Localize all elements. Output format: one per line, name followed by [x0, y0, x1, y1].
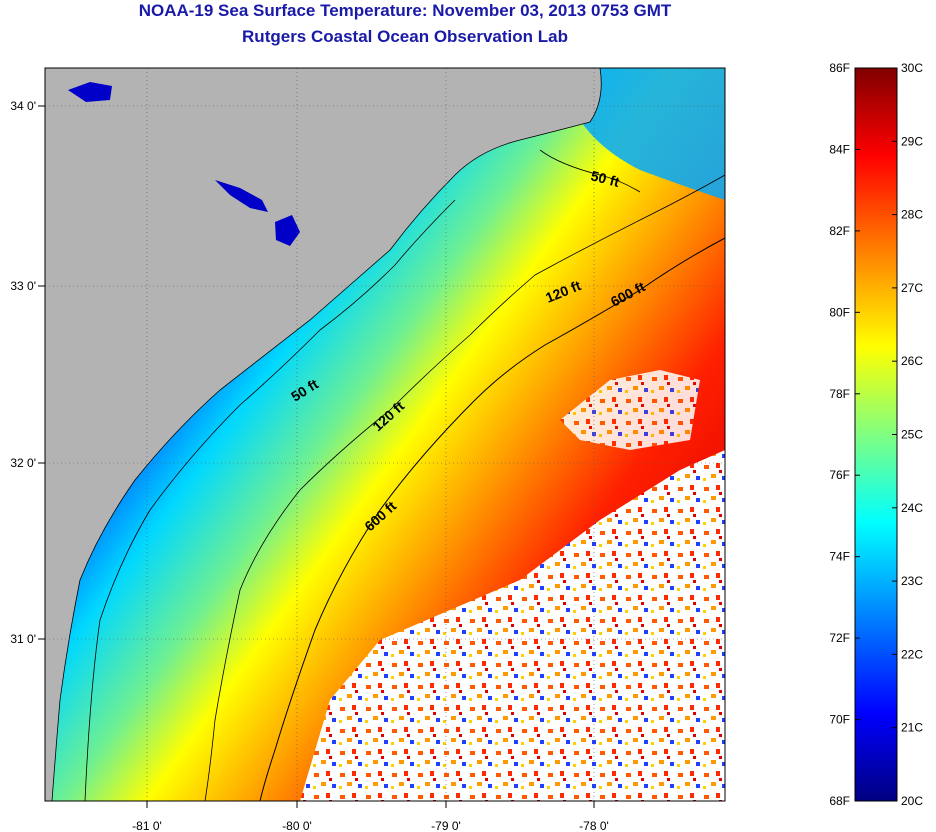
colorbar-label-fahrenheit: 70F — [829, 713, 850, 727]
isobath-label-50ft-north: 50 ft — [589, 167, 621, 190]
colorbar-label-celsius: 28C — [901, 208, 923, 222]
map-subtitle: Rutgers Coastal Ocean Observation Lab — [242, 27, 568, 46]
isobath-120ft — [204, 174, 725, 801]
lat-tick-label: 31 0' — [10, 632, 36, 646]
lat-tick-label: 33 0' — [10, 279, 36, 293]
map-title: NOAA-19 Sea Surface Temperature: Novembe… — [138, 1, 672, 20]
colorbar-label-celsius: 29C — [901, 134, 923, 148]
colorbar: 86F 84F 82F 80F 78F 76F 74F 72F 70F 68F 30C 29C 28C 2… — [829, 61, 923, 808]
lon-tick-label: -80 0' — [282, 819, 312, 832]
map-frame — [44, 67, 726, 802]
land-mass — [45, 68, 602, 801]
graticule — [45, 68, 725, 801]
colorbar-label-celsius: 30C — [901, 61, 923, 75]
colorbar-label-fahrenheit: 74F — [829, 550, 850, 564]
lon-tick-label: -81 0' — [132, 819, 162, 832]
colorbar-label-celsius: 25C — [901, 428, 923, 442]
colorbar-label-celsius: 21C — [901, 721, 923, 735]
colorbar-labels: 86F 84F 82F 80F 78F 76F 74F 72F 70F 68F 30C 29C 28C 2… — [829, 61, 923, 808]
colorbar-label-celsius: 26C — [901, 354, 923, 368]
cloud-mask-south — [300, 450, 725, 801]
colorbar-label-celsius: 20C — [901, 794, 923, 808]
lat-tick-label: 32 0' — [10, 456, 36, 470]
colorbar-label-fahrenheit: 84F — [829, 142, 850, 156]
lon-tick-label: -79 0' — [431, 819, 461, 832]
isobath-600ft — [259, 237, 725, 801]
colorbar-label-celsius: 23C — [901, 574, 923, 588]
inland-water — [215, 180, 268, 212]
colorbar-label-fahrenheit: 80F — [829, 305, 850, 319]
cool-water-northeast — [560, 68, 725, 200]
colorbar-ramp — [854, 67, 898, 802]
colorbar-label-celsius: 22C — [901, 647, 923, 661]
colorbar-label-fahrenheit: 86F — [829, 61, 850, 75]
colorbar-ticks — [855, 67, 897, 802]
coastline — [51, 68, 602, 801]
colorbar-label-fahrenheit: 68F — [829, 794, 850, 808]
colorbar-label-celsius: 24C — [901, 501, 923, 515]
lat-tick-label: 34 0' — [10, 99, 36, 113]
colorbar-label-fahrenheit: 76F — [829, 468, 850, 482]
inland-water — [68, 82, 112, 102]
isobath-50ft — [84, 149, 641, 801]
lon-tick-label: -78 0' — [579, 819, 609, 832]
inland-water — [275, 215, 300, 246]
cloud-mask-east — [560, 370, 700, 450]
axis-ticks — [38, 105, 595, 808]
colorbar-label-fahrenheit: 78F — [829, 387, 850, 401]
colorbar-label-celsius: 27C — [901, 281, 923, 295]
map-plot-area — [45, 68, 725, 801]
colorbar-label-fahrenheit: 72F — [829, 631, 850, 645]
colorbar-label-fahrenheit: 82F — [829, 224, 850, 238]
